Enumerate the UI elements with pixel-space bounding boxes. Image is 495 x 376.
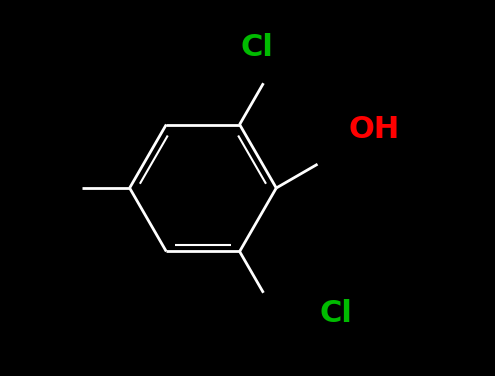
Text: Cl: Cl [240,32,273,62]
Text: Cl: Cl [319,299,352,329]
Text: OH: OH [349,115,400,144]
